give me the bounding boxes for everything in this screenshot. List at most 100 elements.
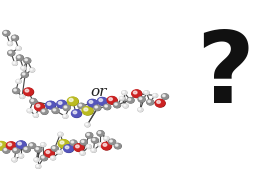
Circle shape [78,103,85,108]
Circle shape [8,42,12,46]
Circle shape [47,102,51,105]
Circle shape [34,158,39,162]
Circle shape [101,142,111,149]
Circle shape [157,101,160,103]
Circle shape [27,109,32,112]
Circle shape [45,150,54,157]
Circle shape [0,143,2,146]
Text: or: or [90,85,107,99]
Circle shape [99,143,101,145]
Circle shape [13,148,20,153]
Circle shape [139,108,140,110]
Circle shape [88,100,98,107]
Circle shape [64,145,74,152]
Circle shape [162,94,168,99]
Circle shape [19,155,21,156]
Circle shape [163,95,165,97]
Circle shape [0,142,7,150]
Circle shape [51,156,55,160]
Circle shape [30,99,37,104]
Circle shape [34,158,39,162]
Circle shape [34,114,38,117]
Circle shape [41,143,45,146]
Circle shape [81,152,83,153]
Circle shape [36,164,41,168]
Circle shape [25,59,27,61]
Circle shape [16,46,21,50]
Circle shape [97,98,107,105]
Circle shape [12,36,18,41]
Circle shape [6,142,16,149]
Circle shape [97,131,104,136]
Circle shape [22,72,28,77]
Circle shape [30,144,32,146]
Circle shape [12,61,17,65]
Circle shape [30,98,37,104]
Circle shape [17,55,23,60]
Circle shape [110,140,112,142]
Circle shape [53,109,56,111]
Circle shape [147,99,154,105]
Circle shape [107,97,117,104]
Circle shape [3,30,10,36]
Circle shape [57,150,62,154]
Circle shape [51,156,55,160]
Circle shape [57,100,66,108]
Circle shape [31,99,34,101]
Circle shape [16,141,26,148]
Circle shape [68,98,78,105]
Circle shape [21,72,28,77]
Circle shape [104,105,111,110]
Circle shape [86,133,93,138]
Circle shape [109,139,116,145]
Circle shape [19,154,23,158]
Circle shape [84,108,88,111]
Circle shape [19,154,23,158]
Circle shape [147,100,154,105]
Circle shape [58,151,60,152]
Circle shape [94,105,101,110]
Circle shape [91,138,98,143]
Circle shape [114,143,121,149]
Circle shape [71,141,74,143]
Circle shape [138,108,143,112]
Circle shape [16,80,21,83]
Circle shape [139,98,142,99]
Circle shape [46,151,50,153]
Circle shape [24,58,31,63]
Circle shape [44,149,54,157]
Text: ?: ? [196,27,254,124]
Circle shape [133,91,137,94]
Circle shape [103,143,107,146]
Circle shape [120,97,124,100]
Circle shape [57,101,67,108]
Circle shape [18,142,21,145]
Circle shape [92,149,94,150]
Circle shape [58,132,63,136]
Circle shape [41,156,47,161]
Circle shape [12,158,17,162]
Circle shape [21,66,26,70]
Circle shape [63,114,68,118]
Circle shape [14,89,16,91]
Circle shape [115,103,117,105]
Circle shape [23,147,30,152]
Circle shape [17,47,19,48]
Circle shape [153,94,158,98]
Circle shape [8,50,14,56]
Circle shape [120,97,122,98]
Circle shape [115,144,118,146]
Circle shape [102,143,111,150]
Circle shape [25,89,29,92]
Circle shape [24,88,34,96]
Circle shape [52,147,55,149]
Circle shape [60,141,64,144]
Circle shape [21,66,26,70]
Circle shape [69,98,73,101]
Circle shape [80,139,87,145]
Circle shape [72,110,82,117]
Circle shape [89,101,93,103]
Circle shape [123,104,128,108]
Circle shape [86,132,92,138]
Circle shape [148,100,150,102]
